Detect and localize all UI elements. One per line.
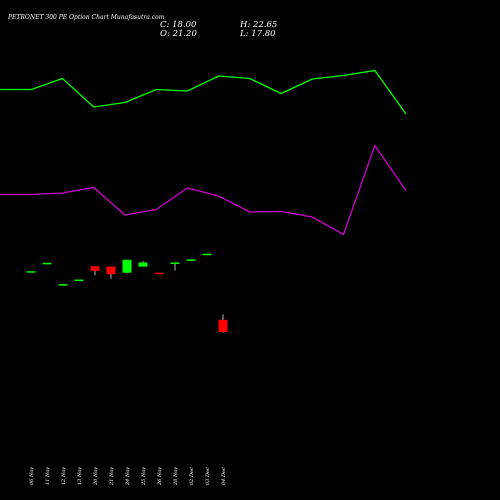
x-tick-label: 12 Nov — [61, 467, 67, 485]
candle-body — [26, 271, 36, 273]
chart-title: PETRONET 300 PE Option Chart Munafasutra… — [7, 14, 165, 21]
open-value: O: 21.20 — [160, 29, 197, 39]
candlestick-group — [26, 253, 228, 333]
candle-body — [106, 266, 116, 275]
candle-body — [58, 284, 68, 286]
close-value: C: 18.00 — [160, 20, 197, 30]
x-tick-label: 20 Nov — [93, 467, 99, 486]
low-value: L: 17.80 — [239, 29, 276, 39]
x-tick-label: 26 Nov — [157, 467, 163, 486]
candle-body — [186, 259, 196, 261]
x-tick-label: 21 Nov — [109, 467, 115, 486]
x-axis-ticks: 06 Nov 11 Nov 12 Nov 13 Nov 20 Nov 21 Nov 24 N… — [29, 467, 227, 486]
x-tick-label: 03 Dec — [205, 467, 211, 485]
x-tick-label: 06 Nov — [29, 467, 35, 485]
candle-body — [154, 272, 164, 275]
candle-body — [74, 279, 84, 282]
candle-body — [42, 262, 52, 265]
candle-body — [170, 262, 180, 264]
x-tick-label: 04 Dec — [221, 467, 227, 485]
candle-body — [138, 262, 148, 267]
x-tick-label: 24 Nov — [125, 467, 131, 486]
x-tick-label: 02 Dec — [189, 467, 195, 485]
magenta-series-line — [0, 144, 407, 236]
candle-body — [218, 319, 228, 332]
x-tick-label: 28 Nov — [173, 467, 179, 486]
x-tick-label: 25 Nov — [141, 467, 147, 486]
candle-body — [202, 253, 212, 256]
x-tick-label: 13 Nov — [77, 467, 83, 485]
candle-body — [122, 259, 132, 273]
candle-body — [90, 266, 100, 271]
x-tick-label: 11 Nov — [45, 467, 51, 485]
green-series-line — [0, 69, 407, 115]
high-value: H: 22.65 — [239, 20, 277, 30]
